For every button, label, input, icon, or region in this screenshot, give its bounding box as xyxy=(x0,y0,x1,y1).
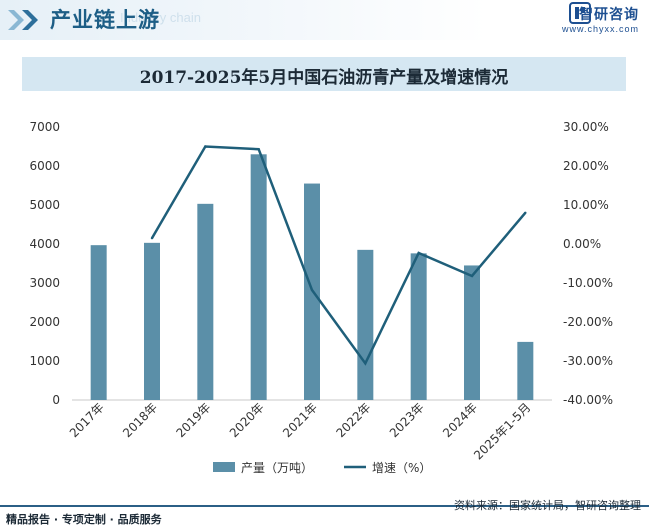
x-tick-label: 2020年 xyxy=(227,400,267,440)
bar xyxy=(197,203,214,400)
brand: 智研咨询 www.chyxx.com xyxy=(562,4,639,34)
bar xyxy=(464,265,480,400)
right-axis-tick-label: -20.00% xyxy=(563,315,613,329)
footer-divider xyxy=(0,505,649,507)
legend-line-label: 增速（%） xyxy=(372,461,431,475)
x-tick-label: 2025年1-5月 xyxy=(471,400,533,462)
growth-point xyxy=(310,288,314,292)
right-axis-tick-label: -40.00% xyxy=(563,393,613,407)
x-tick-label: 2024年 xyxy=(440,400,480,440)
right-axis-tick-label: 30.00% xyxy=(563,120,609,134)
x-tick-label: 2023年 xyxy=(387,400,427,440)
growth-point xyxy=(150,236,154,240)
left-axis-tick-label: 4000 xyxy=(29,237,60,251)
left-axis-tick-label: 5000 xyxy=(29,198,60,212)
bar xyxy=(90,245,107,400)
left-axis-tick-label: 7000 xyxy=(29,120,60,134)
double-arrow-icon xyxy=(8,10,38,30)
brand-url: www.chyxx.com xyxy=(561,24,639,34)
chart-title-bar: 2017-2025年5月中国石油沥青产量及增速情况 xyxy=(22,57,626,91)
bar xyxy=(144,242,160,400)
legend-bar-swatch xyxy=(213,462,235,472)
chart-title: 2017-2025年5月中国石油沥青产量及增速情况 xyxy=(139,68,509,88)
right-axis-tick-label: -10.00% xyxy=(563,276,613,290)
legend-bar-label: 产量（万吨） xyxy=(241,461,313,475)
bar xyxy=(250,154,267,400)
chart-area: 0 1000 2000 3000 4000 5000 6000 7000 -40.00% -30.… xyxy=(29,120,613,475)
brand-logo-icon xyxy=(569,2,591,24)
header-bar: Industry chain 产业链上游 智研咨询 www.chyxx.com xyxy=(0,0,649,40)
left-axis-tick-label: 2000 xyxy=(29,315,60,329)
left-axis-tick-label: 6000 xyxy=(29,159,60,173)
right-axis-tick-label: 0.00% xyxy=(563,237,601,251)
left-axis-tick-label: 3000 xyxy=(29,276,60,290)
growth-point xyxy=(470,274,474,278)
growth-point xyxy=(524,211,527,214)
bar xyxy=(410,253,427,400)
brand-name: 智研咨询 xyxy=(579,7,639,23)
section-subtitle: Industry chain xyxy=(120,10,201,25)
right-axis-tick-label: -30.00% xyxy=(563,354,613,368)
x-tick-label: 2021年 xyxy=(280,400,320,440)
left-axis-tick-label: 1000 xyxy=(29,354,60,368)
x-tick-label: 2019年 xyxy=(173,400,213,440)
x-tick-label: 2017年 xyxy=(67,400,107,440)
growth-point xyxy=(417,251,420,255)
growth-point xyxy=(257,148,260,151)
footer-source: 资料来源：国家统计局，智研咨询整理 xyxy=(454,499,641,512)
section-title: 产业链上游 xyxy=(50,8,160,32)
growth-line xyxy=(150,145,527,366)
x-tick-label: 2018年 xyxy=(120,400,160,440)
bar xyxy=(517,341,534,400)
right-axis-tick-label: 20.00% xyxy=(563,159,609,173)
footer-tagline: 精品报告 · 专项定制 · 品质服务 xyxy=(6,513,162,526)
left-axis-tick-label: 0 xyxy=(52,393,60,407)
growth-point xyxy=(364,362,367,365)
right-axis-tick-label: 10.00% xyxy=(563,198,609,212)
bar xyxy=(357,249,374,400)
growth-point xyxy=(204,145,207,148)
x-tick-label: 2022年 xyxy=(333,400,373,440)
